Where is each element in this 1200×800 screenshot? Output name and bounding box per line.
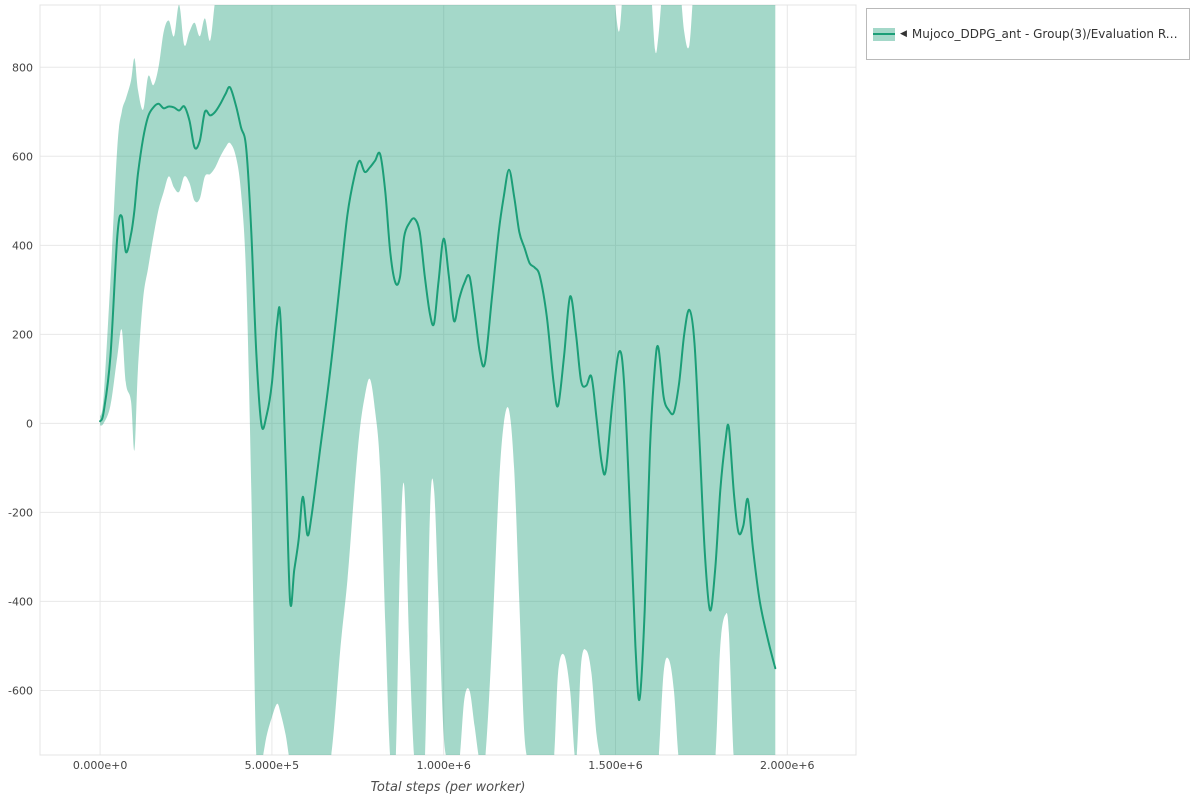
mean-line xyxy=(99,85,777,702)
y-tick-label: 800 xyxy=(12,61,33,74)
y-tick-label: -400 xyxy=(8,595,33,608)
legend-band-line-swatch xyxy=(873,27,895,41)
x-tick-label: 1.500e+6 xyxy=(588,759,642,772)
legend-series-label: Mujoco_DDPG_ant - Group(3)/Evaluation Re… xyxy=(911,27,1183,41)
plot-border xyxy=(39,4,857,756)
y-tick-label: 200 xyxy=(12,328,33,341)
legend[interactable]: ◀ Mujoco_DDPG_ant - Group(3)/Evaluation … xyxy=(866,8,1190,60)
plot-area xyxy=(99,5,777,755)
legend-collapse-icon[interactable]: ◀ xyxy=(900,29,907,39)
legend-line-icon xyxy=(873,32,895,35)
y-tick-label: 600 xyxy=(12,150,33,163)
x-tick-label: 2.000e+6 xyxy=(760,759,814,772)
x-tick-label: 5.000e+5 xyxy=(245,759,299,772)
y-tick-label: 0 xyxy=(26,417,33,430)
x-tick-label: 0.000e+0 xyxy=(73,759,127,772)
grid xyxy=(39,4,857,756)
y-tick-label: -600 xyxy=(8,685,33,698)
x-tick-label: 1.000e+6 xyxy=(416,759,470,772)
confidence-band xyxy=(100,5,776,755)
x-axis-title: Total steps (per worker) xyxy=(371,780,526,795)
y-tick-label: 400 xyxy=(12,239,33,252)
axis-labels: -600 -400 -200 0 200 400 600 800 0.000e+0 5.000e+… xyxy=(8,61,815,772)
y-tick-label: -200 xyxy=(8,506,33,519)
